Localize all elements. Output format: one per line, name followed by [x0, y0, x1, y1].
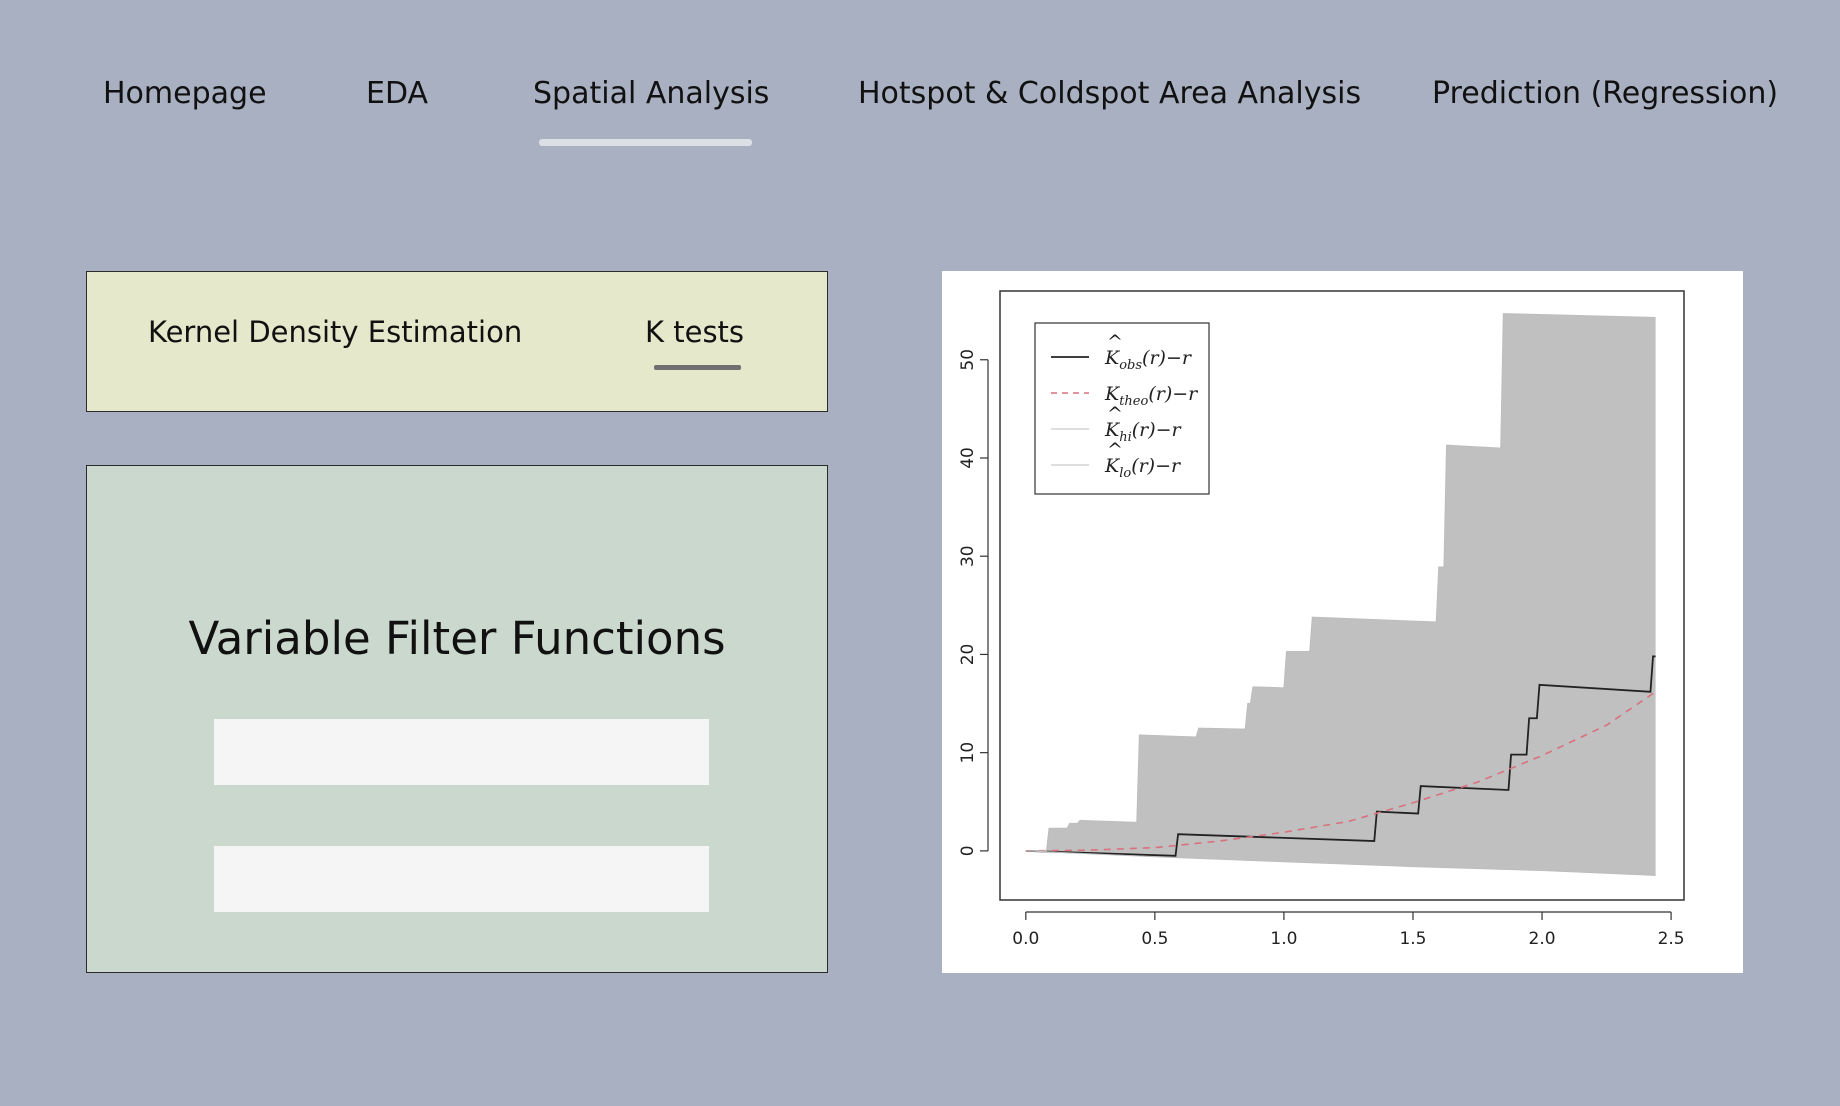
plot-frame	[999, 290, 1685, 901]
k-function-chart-svg: 0.0 0.5 1.0 1.5 2.0 2.5 0 10 20 30 40 50 Kobs(r)−r…	[958, 290, 1685, 949]
x-tick-label: 1.0	[1270, 929, 1297, 949]
y-tick-label: 0	[958, 845, 978, 856]
legend-hat-mark: ^	[1107, 439, 1123, 461]
filter-panel-title: Variable Filter Functions	[188, 612, 726, 665]
y-tick-label: 40	[958, 447, 978, 469]
top-navigation: Homepage EDA Spatial Analysis Hotspot & …	[0, 0, 1840, 160]
series-line-lo	[1025, 850, 1656, 876]
legend-label-theo: Ktheo(r)−r	[1104, 383, 1199, 409]
x-tick-label: 0.5	[1141, 929, 1168, 949]
envelope-band	[1025, 313, 1656, 876]
nav-tab-hotspot-coldspot[interactable]: Hotspot & Coldspot Area Analysis	[858, 76, 1362, 111]
filter-input-1[interactable]	[214, 719, 709, 785]
series-line-obs	[1025, 655, 1656, 857]
y-tick-label: 30	[958, 545, 978, 567]
variable-filter-panel: Variable Filter Functions	[86, 465, 828, 973]
subtab-kernel-density[interactable]: Kernel Density Estimation	[148, 315, 523, 349]
legend-label-hi: Khi(r)−r	[1104, 419, 1183, 445]
nav-tab-homepage[interactable]: Homepage	[103, 76, 267, 111]
y-tick-label: 10	[958, 742, 978, 764]
x-tick-label: 1.5	[1399, 929, 1426, 949]
nav-tab-eda[interactable]: EDA	[366, 76, 429, 111]
x-tick-label: 2.5	[1658, 929, 1685, 949]
x-tick-label: 0.0	[1012, 929, 1039, 949]
nav-tab-prediction[interactable]: Prediction (Regression)	[1432, 76, 1779, 111]
x-tick-label: 2.0	[1529, 929, 1556, 949]
analysis-subnav: Kernel Density Estimation K tests	[86, 271, 828, 412]
legend-hat-mark: ^	[1107, 331, 1123, 353]
nav-tab-spatial-analysis[interactable]: Spatial Analysis	[533, 76, 770, 111]
series-line-hi	[1025, 313, 1656, 852]
y-tick-label: 20	[958, 644, 978, 666]
series-line-theo	[1025, 691, 1657, 852]
active-subtab-indicator	[654, 365, 741, 370]
k-function-plot: 0.0 0.5 1.0 1.5 2.0 2.5 0 10 20 30 40 50 Kobs(r)−r…	[942, 271, 1743, 973]
y-tick-label: 50	[958, 349, 978, 371]
filter-input-2[interactable]	[214, 846, 709, 912]
legend-hat-mark: ^	[1107, 403, 1123, 425]
subtab-k-tests[interactable]: K tests	[645, 315, 745, 349]
legend-label-obs: Kobs(r)−r	[1104, 347, 1193, 373]
active-tab-indicator	[539, 139, 752, 146]
legend-label-lo: Klo(r)−r	[1104, 455, 1182, 481]
